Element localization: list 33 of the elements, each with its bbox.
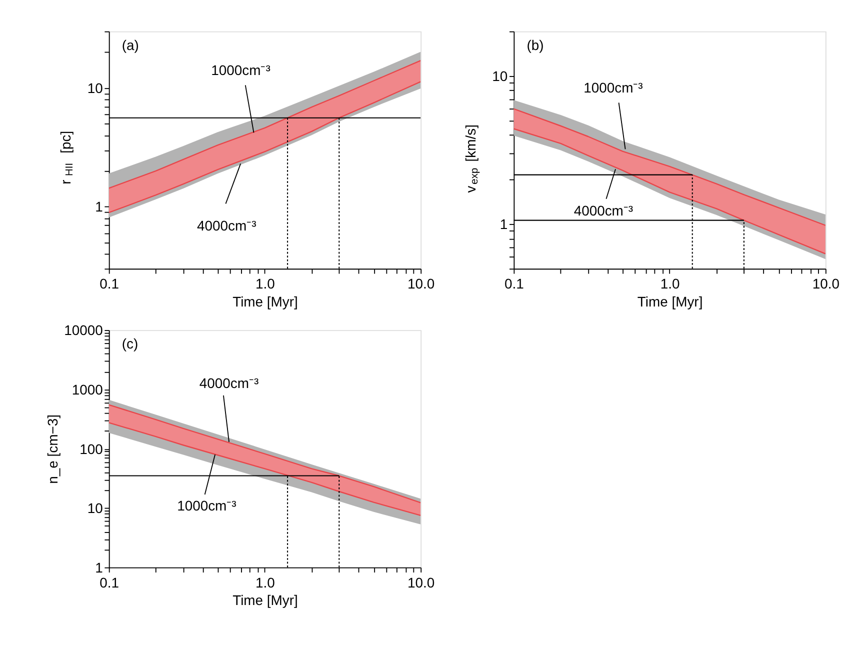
y-tick-label: 10 bbox=[87, 500, 104, 516]
annotation: 4000cm⁻³ bbox=[199, 374, 260, 391]
x-tick-label: 1.0 bbox=[660, 276, 680, 292]
x-tick-label: 10.0 bbox=[408, 574, 435, 590]
annotation: (a) bbox=[122, 36, 139, 53]
annotation: 1000cm⁻³ bbox=[211, 62, 271, 78]
x-axis-title: Time [Myr] bbox=[232, 293, 298, 310]
x-tick-label: 0.1 bbox=[504, 276, 524, 292]
x-tick-label: 10.0 bbox=[408, 276, 435, 292]
y-tick-label: 100 bbox=[80, 440, 104, 457]
annotation: 4000cm⁻³ bbox=[574, 202, 634, 219]
y-tick-label: 1000 bbox=[72, 382, 104, 398]
y-axis-title: n_e [cm−3] bbox=[44, 414, 60, 484]
x-tick-label: 10.0 bbox=[812, 276, 840, 292]
y-tick-label: 1 bbox=[95, 559, 104, 576]
y-axis-title: vexp [km/s] bbox=[462, 124, 480, 193]
y-axis-title: rHII [pc] bbox=[58, 130, 76, 184]
y-tick-label: 10 bbox=[87, 80, 104, 96]
y-tick-label: 1 bbox=[500, 216, 508, 232]
annotation: 1000cm⁻³ bbox=[584, 79, 644, 96]
annotation: 1000cm⁻³ bbox=[177, 497, 237, 514]
x-tick-label: 1.0 bbox=[256, 574, 276, 590]
annotation: (b) bbox=[526, 36, 544, 53]
annotation: 4000cm⁻³ bbox=[197, 218, 257, 234]
x-axis-title: Time [Myr] bbox=[637, 293, 703, 310]
y-tick-label: 10 bbox=[492, 68, 508, 84]
x-tick-label: 1.0 bbox=[256, 276, 276, 292]
x-axis-title: Time [Myr] bbox=[232, 592, 298, 608]
y-tick-label: 10000 bbox=[64, 322, 104, 338]
y-tick-label: 1 bbox=[95, 198, 104, 215]
x-tick-label: 0.1 bbox=[100, 276, 120, 292]
x-tick-label: 0.1 bbox=[100, 574, 120, 590]
annotation: (c) bbox=[122, 336, 138, 352]
